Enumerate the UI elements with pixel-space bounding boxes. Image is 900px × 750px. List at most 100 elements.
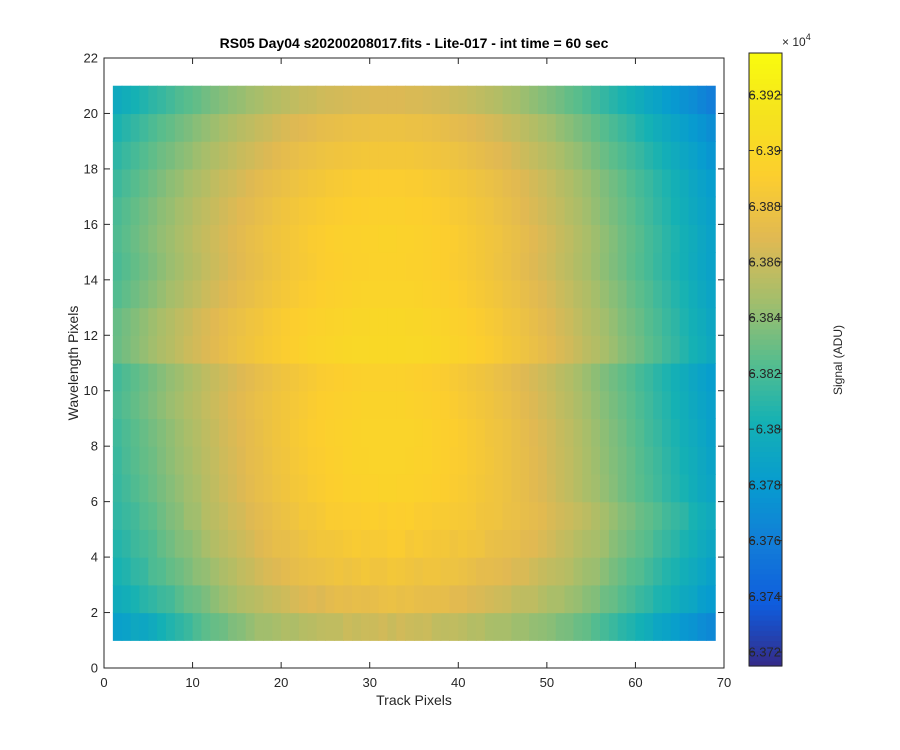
heatmap-cell [573, 557, 583, 586]
heatmap-cell [662, 279, 672, 309]
heatmap-cell [307, 529, 318, 558]
heatmap-cell [352, 224, 362, 253]
heatmap-cell [670, 279, 681, 309]
heatmap-cell [360, 224, 371, 253]
heatmap-cell [157, 529, 167, 558]
heatmap-cell [422, 335, 433, 364]
heatmap-cell [484, 446, 495, 475]
heatmap-cell [662, 529, 672, 558]
heatmap-cell [591, 279, 601, 309]
heatmap-cell [183, 85, 194, 115]
heatmap-cell [484, 196, 495, 225]
colorbar-segment [749, 645, 782, 652]
heatmap-cell [449, 279, 459, 309]
heatmap-cell [343, 141, 353, 170]
colorbar-segment [749, 497, 782, 504]
heatmap-cell [405, 307, 415, 336]
heatmap-cell [166, 335, 176, 364]
heatmap-cell [396, 196, 406, 225]
heatmap-cell [130, 446, 141, 475]
heatmap-cell [112, 335, 123, 364]
y-tick-label: 22 [84, 51, 98, 66]
heatmap-cell [121, 307, 132, 336]
heatmap-cell [174, 85, 185, 115]
heatmap-cell [360, 501, 371, 530]
heatmap-cell [281, 612, 291, 641]
heatmap-cell [192, 557, 203, 586]
heatmap-cell [352, 418, 362, 447]
heatmap-cell [360, 113, 371, 142]
colorbar-segment [749, 83, 782, 90]
heatmap-cell [121, 501, 132, 530]
heatmap-cell [316, 252, 327, 281]
heatmap-cell [192, 390, 203, 420]
heatmap-cell [360, 557, 371, 586]
heatmap-cell [573, 224, 583, 253]
heatmap-cell [502, 446, 513, 475]
heatmap-cell [449, 335, 459, 364]
heatmap-cell [290, 418, 300, 447]
heatmap-cell [467, 390, 477, 420]
heatmap-cell [334, 279, 344, 309]
heatmap-cell [644, 279, 654, 309]
heatmap-cell [493, 529, 504, 558]
heatmap-cell [573, 529, 583, 558]
heatmap-cell [511, 473, 521, 503]
heatmap-cell [369, 557, 380, 586]
heatmap-cell [316, 168, 327, 198]
heatmap-cell [440, 85, 451, 115]
colorbar-segment [749, 170, 782, 177]
heatmap-cell [511, 141, 521, 170]
heatmap-cell [600, 141, 610, 170]
heatmap-cell [236, 168, 247, 198]
y-tick-label: 14 [84, 272, 98, 287]
heatmap-cell [272, 113, 282, 142]
heatmap-cell [112, 584, 123, 614]
heatmap-cell [352, 85, 362, 115]
heatmap-cell [192, 224, 203, 253]
heatmap-cell [697, 557, 707, 586]
heatmap-cell [139, 612, 149, 641]
heatmap-cell [440, 307, 451, 336]
heatmap-cell [538, 307, 548, 336]
heatmap-cell [121, 252, 132, 281]
heatmap-cell [520, 141, 530, 170]
heatmap-cell [476, 612, 486, 641]
heatmap-cell [670, 501, 681, 530]
heatmap-cell [511, 279, 521, 309]
heatmap-cell [334, 584, 344, 614]
heatmap-cell [635, 473, 645, 503]
heatmap-cell [591, 196, 601, 225]
heatmap-cell [679, 363, 690, 392]
colorbar-segment [749, 139, 782, 146]
heatmap-cell [352, 363, 362, 392]
heatmap-cell [369, 473, 380, 503]
heatmap-cell [608, 501, 619, 530]
heatmap-cell [112, 363, 123, 392]
heatmap-cell [254, 335, 265, 364]
heatmap-cell [591, 529, 601, 558]
heatmap-cell [458, 390, 468, 420]
heatmap-cell [405, 418, 415, 447]
heatmap-cell [387, 584, 397, 614]
colorbar-segment [749, 160, 782, 166]
heatmap-cell [228, 141, 238, 170]
heatmap-cell [511, 501, 521, 530]
heatmap-cell [697, 446, 707, 475]
colorbar-segment [749, 68, 782, 75]
heatmap-cell [166, 363, 176, 392]
x-tick-label: 70 [717, 675, 731, 690]
heatmap-cell [352, 529, 362, 558]
heatmap-cell [369, 252, 380, 281]
heatmap-cell [174, 307, 185, 336]
heatmap-cell [422, 584, 433, 614]
heatmap-cell [343, 196, 353, 225]
heatmap-cell [688, 363, 699, 392]
heatmap-cell [263, 141, 273, 170]
colorbar-segment [749, 226, 782, 233]
heatmap-cell [245, 529, 256, 558]
heatmap-cell [414, 196, 424, 225]
heatmap-cell [476, 85, 486, 115]
heatmap-cell [378, 363, 389, 392]
heatmap-cell [706, 418, 716, 447]
